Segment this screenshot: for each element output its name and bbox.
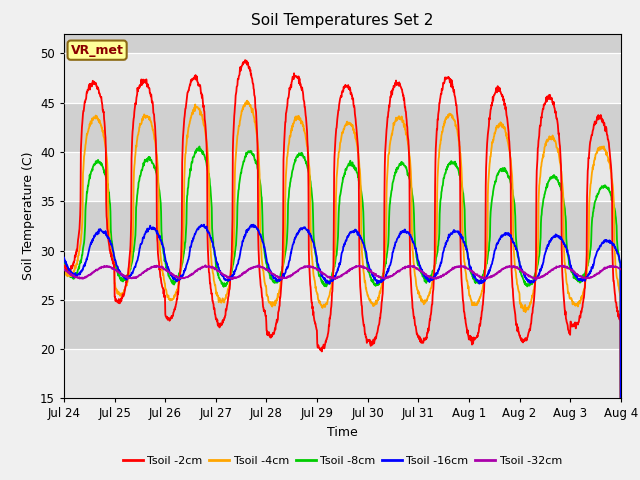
Bar xyxy=(64,349,621,398)
Bar xyxy=(64,103,621,152)
Legend: Tsoil -2cm, Tsoil -4cm, Tsoil -8cm, Tsoil -16cm, Tsoil -32cm: Tsoil -2cm, Tsoil -4cm, Tsoil -8cm, Tsoi… xyxy=(118,451,566,470)
Bar xyxy=(64,201,621,251)
Text: VR_met: VR_met xyxy=(70,44,124,57)
Y-axis label: Soil Temperature (C): Soil Temperature (C) xyxy=(22,152,35,280)
Bar xyxy=(64,300,621,349)
Title: Soil Temperatures Set 2: Soil Temperatures Set 2 xyxy=(252,13,433,28)
Bar xyxy=(64,53,621,103)
Bar xyxy=(64,152,621,201)
Bar xyxy=(64,251,621,300)
X-axis label: Time: Time xyxy=(327,426,358,439)
